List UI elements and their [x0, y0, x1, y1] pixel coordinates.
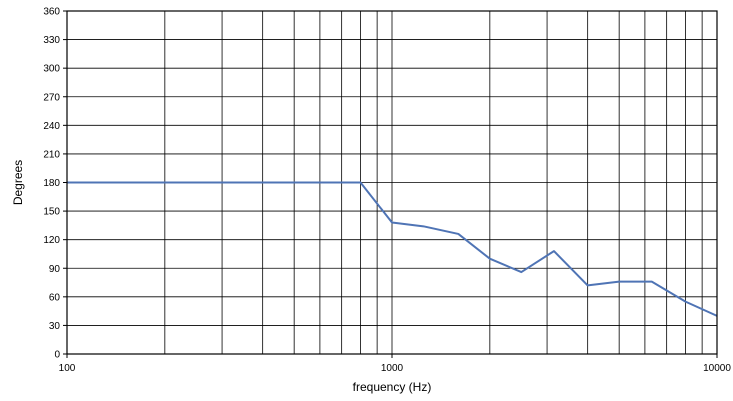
- data-point: [164, 182, 166, 184]
- y-tick-label: 0: [54, 350, 60, 361]
- y-tick-label: 30: [49, 321, 61, 332]
- y-tick-label: 150: [43, 207, 60, 218]
- data-point: [360, 182, 362, 184]
- y-tick-label: 270: [43, 92, 60, 103]
- data-point: [457, 233, 459, 235]
- data-point: [651, 281, 653, 283]
- y-tick-label: 360: [43, 7, 60, 18]
- grid: [67, 11, 717, 354]
- data-point: [685, 301, 687, 303]
- tick-layer: [63, 10, 718, 358]
- x-tick-label: 10000: [703, 363, 731, 374]
- data-point: [618, 281, 620, 283]
- y-tick-label: 180: [43, 178, 60, 189]
- tick-labels: 0 30 60 90 120 150 180 210 240 270 300 330 360 100 100…: [43, 7, 731, 375]
- y-tick-label: 120: [43, 235, 60, 246]
- series-layer: [67, 181, 718, 317]
- x-tick-label: 100: [59, 363, 76, 374]
- y-tick-label: 90: [49, 264, 61, 275]
- data-point: [489, 258, 491, 260]
- x-axis-title: frequency (Hz): [353, 380, 432, 394]
- data-point: [262, 182, 264, 184]
- data-point: [391, 222, 393, 224]
- y-tick-label: 240: [43, 121, 60, 132]
- data-point: [587, 284, 589, 286]
- y-tick-label: 300: [43, 64, 60, 75]
- x-tick-label: 1000: [381, 363, 404, 374]
- data-point: [422, 225, 424, 227]
- y-tick-label: 330: [43, 35, 60, 46]
- y-axis-title: Degrees: [11, 160, 25, 205]
- y-tick-label: 60: [49, 292, 61, 303]
- data-point: [553, 250, 555, 252]
- phase-series-line: [67, 181, 718, 317]
- data-point: [293, 182, 295, 184]
- data-point: [326, 182, 328, 184]
- data-point: [520, 271, 522, 273]
- y-tick-label: 210: [43, 149, 60, 160]
- data-point: [221, 182, 223, 184]
